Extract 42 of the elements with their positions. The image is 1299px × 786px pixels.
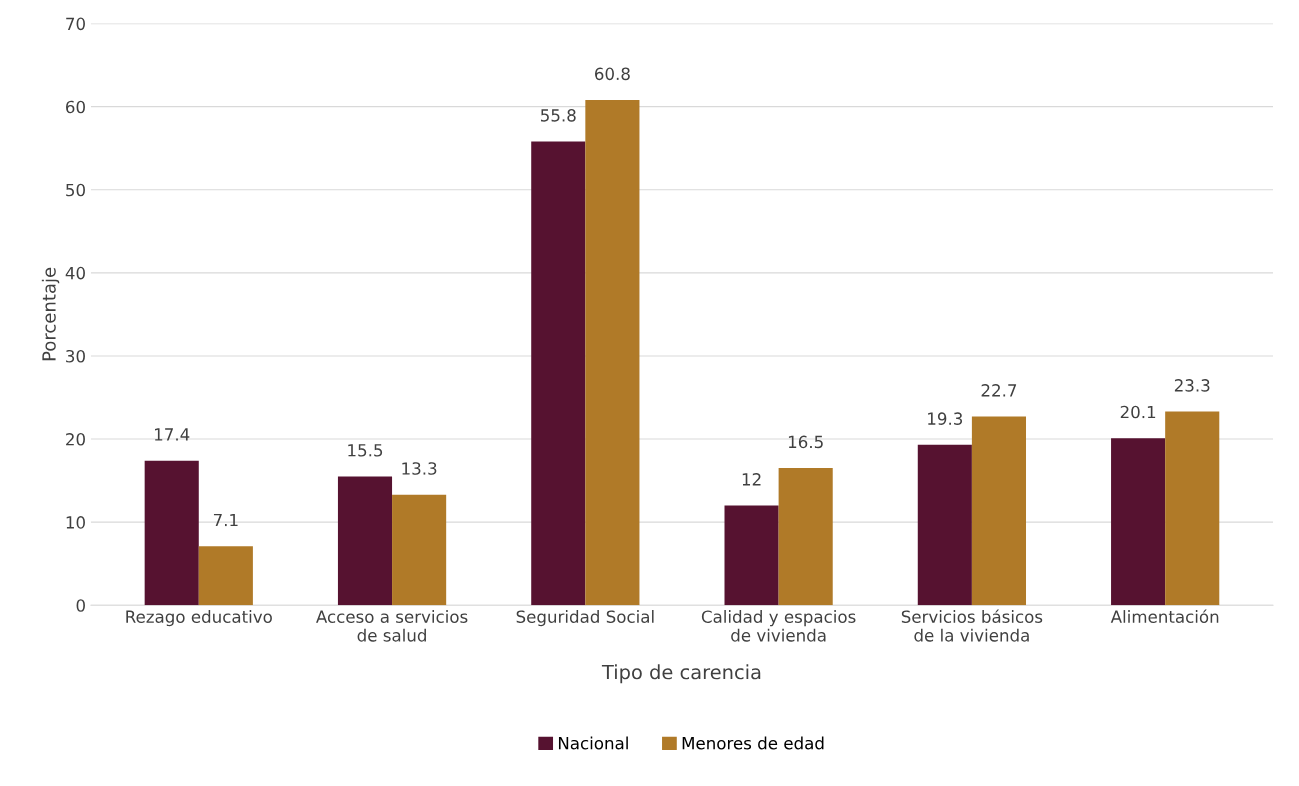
bar [778,468,833,606]
bar [392,494,447,606]
y-tick-label: 50 [66,183,85,197]
x-tick-label: Acceso a servicios de salud [316,610,468,642]
x-tick-label: Seguridad Social [516,610,654,627]
x-tick-label: Rezago educativo [126,610,272,627]
bar [144,460,199,606]
data-label: 12 [742,473,761,486]
data-label: 16.5 [788,435,823,449]
data-label: 19.3 [928,412,963,425]
data-label: 23.3 [1174,379,1210,392]
legend-label: Nacional [558,736,628,750]
y-tick-label: 10 [66,516,85,529]
y-tick-label: 60 [66,100,85,114]
x-tick-label: Servicios básicos de la vivienda [901,609,1043,642]
bar [337,476,393,606]
bar [971,416,1027,606]
data-label: 7.1 [213,513,238,527]
data-label: 17.4 [155,428,190,441]
y-tick-label: 0 [76,599,85,612]
bar [724,505,779,606]
y-tick-label: 20 [66,433,85,446]
y-tick-label: 30 [66,349,85,363]
legend-label: Menores de edad [682,736,824,750]
bar [1165,411,1220,606]
data-label: 60.8 [595,67,630,81]
bar [917,444,972,606]
bar [585,100,640,606]
data-label: 20.1 [1120,405,1156,419]
x-tick-label: Alimentación [1110,609,1219,623]
y-tick-label: 40 [65,266,85,280]
y-tick-label: 70 [66,17,85,31]
bar [531,141,586,606]
x-tick-label: Calidad y espacios de vivienda [701,610,856,642]
data-label: 15.5 [348,444,383,457]
data-label: 13.3 [402,462,437,475]
bar [1111,438,1166,606]
data-label: 22.7 [981,384,1017,397]
x-axis-title: Tipo de carencia [601,664,761,684]
data-label: 55.8 [541,109,576,122]
bar [198,546,253,606]
y-axis-title: Porcentaje [41,267,60,361]
